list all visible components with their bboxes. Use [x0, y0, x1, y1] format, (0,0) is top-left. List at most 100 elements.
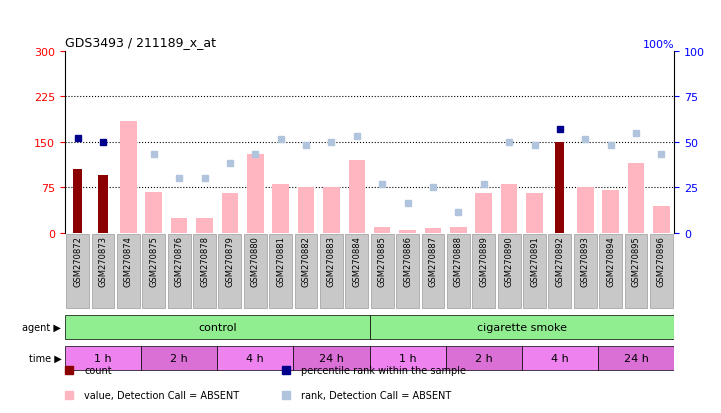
FancyBboxPatch shape — [549, 235, 571, 308]
Bar — [374, 227, 391, 233]
FancyBboxPatch shape — [320, 235, 343, 308]
Text: rank, Detection Call = ABSENT: rank, Detection Call = ABSENT — [301, 390, 451, 400]
FancyBboxPatch shape — [369, 346, 446, 370]
Bar — [99, 176, 107, 233]
Text: GSM270896: GSM270896 — [657, 236, 666, 286]
Text: 1 h: 1 h — [94, 353, 112, 363]
FancyBboxPatch shape — [447, 235, 470, 308]
Text: GSM270875: GSM270875 — [149, 236, 158, 286]
FancyBboxPatch shape — [599, 235, 622, 308]
Text: GSM270872: GSM270872 — [73, 236, 82, 286]
Bar — [221, 194, 238, 233]
Text: GSM270888: GSM270888 — [454, 236, 463, 287]
Text: GSM270880: GSM270880 — [251, 236, 260, 286]
FancyBboxPatch shape — [65, 315, 369, 339]
Text: GSM270879: GSM270879 — [226, 236, 234, 286]
Bar — [501, 185, 518, 233]
Text: GSM270887: GSM270887 — [428, 236, 438, 287]
Text: GSM270874: GSM270874 — [124, 236, 133, 286]
FancyBboxPatch shape — [369, 315, 674, 339]
Text: GSM270878: GSM270878 — [200, 236, 209, 287]
Text: 4 h: 4 h — [247, 353, 264, 363]
FancyBboxPatch shape — [523, 235, 546, 308]
Bar — [298, 188, 314, 233]
Bar — [196, 218, 213, 233]
Text: cigarette smoke: cigarette smoke — [477, 322, 567, 332]
FancyBboxPatch shape — [269, 235, 292, 308]
Bar — [603, 191, 619, 233]
Bar — [146, 192, 162, 233]
Text: GSM270895: GSM270895 — [632, 236, 640, 286]
Bar — [450, 227, 466, 233]
FancyBboxPatch shape — [422, 235, 444, 308]
Text: GSM270885: GSM270885 — [378, 236, 386, 286]
Bar — [273, 185, 289, 233]
FancyBboxPatch shape — [66, 235, 89, 308]
FancyBboxPatch shape — [472, 235, 495, 308]
FancyBboxPatch shape — [218, 235, 242, 308]
Text: GSM270894: GSM270894 — [606, 236, 615, 286]
Text: GDS3493 / 211189_x_at: GDS3493 / 211189_x_at — [65, 36, 216, 49]
Text: GSM270881: GSM270881 — [276, 236, 286, 286]
FancyBboxPatch shape — [193, 235, 216, 308]
Text: agent ▶: agent ▶ — [22, 322, 61, 332]
Bar — [628, 164, 645, 233]
Text: percentile rank within the sample: percentile rank within the sample — [301, 365, 466, 375]
Text: 2 h: 2 h — [170, 353, 188, 363]
Text: GSM270873: GSM270873 — [99, 236, 107, 287]
FancyBboxPatch shape — [168, 235, 190, 308]
FancyBboxPatch shape — [142, 235, 165, 308]
Bar — [323, 188, 340, 233]
Bar — [73, 170, 82, 233]
FancyBboxPatch shape — [446, 346, 522, 370]
Text: 1 h: 1 h — [399, 353, 417, 363]
Bar — [348, 161, 365, 233]
Text: count: count — [84, 365, 112, 375]
Text: control: control — [198, 322, 236, 332]
Bar — [577, 188, 593, 233]
Bar — [399, 230, 416, 233]
Text: 2 h: 2 h — [475, 353, 492, 363]
Text: 24 h: 24 h — [624, 353, 648, 363]
FancyBboxPatch shape — [396, 235, 419, 308]
FancyBboxPatch shape — [624, 235, 647, 308]
FancyBboxPatch shape — [522, 346, 598, 370]
FancyBboxPatch shape — [371, 235, 394, 308]
Text: GSM270890: GSM270890 — [505, 236, 513, 286]
Bar — [653, 206, 670, 233]
Text: GSM270893: GSM270893 — [581, 236, 590, 286]
Bar — [247, 154, 264, 233]
FancyBboxPatch shape — [293, 346, 369, 370]
FancyBboxPatch shape — [574, 235, 597, 308]
FancyBboxPatch shape — [244, 235, 267, 308]
Bar — [171, 218, 187, 233]
FancyBboxPatch shape — [141, 346, 217, 370]
Text: GSM270889: GSM270889 — [479, 236, 488, 286]
Text: GSM270892: GSM270892 — [555, 236, 565, 286]
Bar — [475, 194, 492, 233]
Text: GSM270886: GSM270886 — [403, 236, 412, 287]
Text: GSM270876: GSM270876 — [174, 236, 184, 287]
Text: GSM270882: GSM270882 — [301, 236, 311, 286]
Text: GSM270891: GSM270891 — [530, 236, 539, 286]
FancyBboxPatch shape — [65, 346, 141, 370]
Text: value, Detection Call = ABSENT: value, Detection Call = ABSENT — [84, 390, 239, 400]
Text: GSM270884: GSM270884 — [353, 236, 361, 286]
Bar — [120, 121, 136, 233]
Bar — [526, 194, 543, 233]
FancyBboxPatch shape — [295, 235, 317, 308]
FancyBboxPatch shape — [497, 235, 521, 308]
Text: GSM270883: GSM270883 — [327, 236, 336, 287]
FancyBboxPatch shape — [92, 235, 115, 308]
Text: 24 h: 24 h — [319, 353, 344, 363]
FancyBboxPatch shape — [598, 346, 674, 370]
Text: 100%: 100% — [642, 40, 674, 50]
Text: time ▶: time ▶ — [29, 353, 61, 363]
Text: 4 h: 4 h — [551, 353, 569, 363]
Bar — [425, 228, 441, 233]
Bar — [555, 142, 565, 233]
FancyBboxPatch shape — [650, 235, 673, 308]
FancyBboxPatch shape — [345, 235, 368, 308]
FancyBboxPatch shape — [117, 235, 140, 308]
FancyBboxPatch shape — [217, 346, 293, 370]
